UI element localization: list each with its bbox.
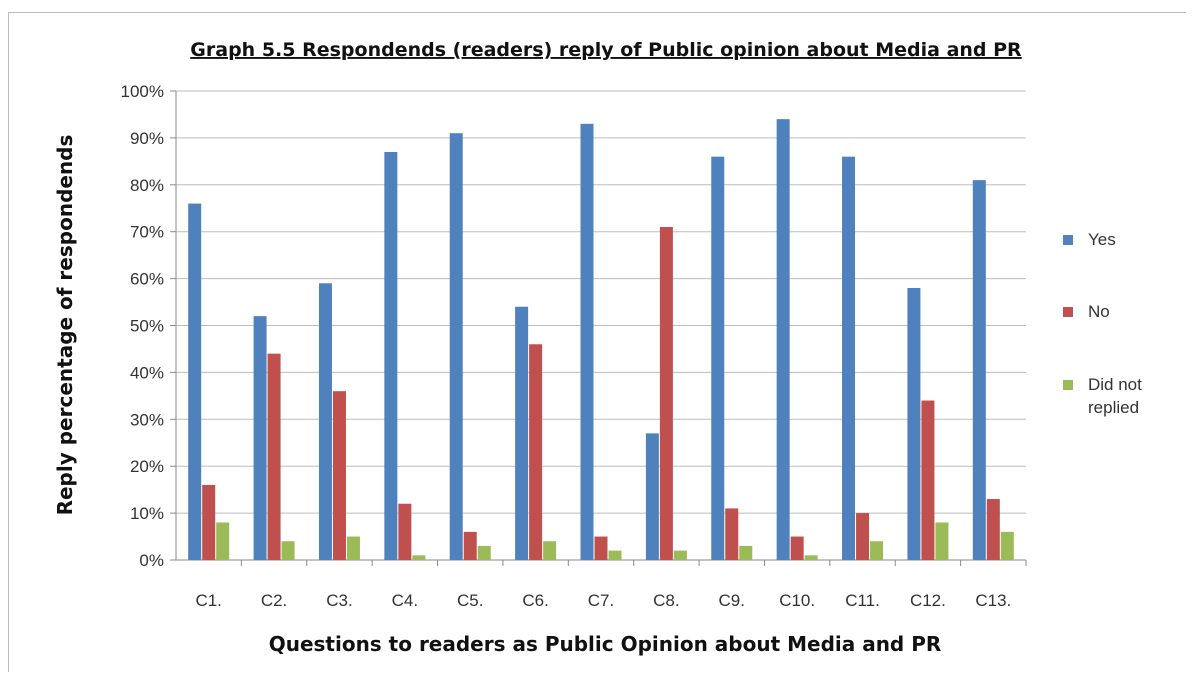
y-tick-label: 20%: [130, 457, 164, 476]
legend-label-line: Did not: [1088, 375, 1142, 394]
bar-no: [267, 353, 281, 560]
bar-did-not-replied: [673, 550, 687, 560]
x-tick-label: C1.: [195, 591, 221, 610]
x-tick-label: C8.: [653, 591, 679, 610]
bar-no: [332, 391, 346, 560]
x-tick-label: C12.: [910, 591, 946, 610]
x-tick-label: C6.: [522, 591, 548, 610]
legend-label: No: [1088, 302, 1110, 321]
gridlines: [170, 90, 1027, 566]
bar-yes: [318, 283, 332, 560]
legend-label-line: No: [1088, 302, 1110, 321]
bar-yes: [515, 306, 529, 560]
bar-yes: [907, 287, 921, 560]
bar-did-not-replied: [870, 541, 884, 560]
x-axis-label: Questions to readers as Public Opinion a…: [269, 632, 942, 656]
bar-did-not-replied: [935, 522, 949, 560]
y-tick-label: 100%: [121, 82, 164, 101]
legend-label: Yes: [1088, 230, 1116, 249]
y-tick-label: 30%: [130, 410, 164, 429]
legend-swatch: [1063, 307, 1073, 317]
bar-no: [398, 503, 412, 560]
y-axis-ticks: 0% 10% 20% 30% 40% 50% 60% 70% 80% 90% 100%: [121, 82, 164, 570]
y-tick-label: 60%: [130, 270, 164, 289]
bar-did-not-replied: [477, 545, 491, 560]
legend-swatch: [1063, 235, 1073, 245]
bar-yes: [580, 123, 594, 560]
legend: Yes No Did not replied: [1063, 230, 1142, 417]
bar-no: [986, 499, 1000, 560]
y-tick-label: 80%: [130, 176, 164, 195]
bar-yes: [188, 203, 202, 560]
bar-yes: [776, 119, 790, 560]
chart-frame: [8, 12, 1186, 672]
bar-did-not-replied: [739, 545, 753, 560]
bar-no: [790, 536, 804, 560]
bar-yes: [384, 151, 398, 560]
bar-did-not-replied: [412, 555, 426, 560]
x-tick-label: C3.: [326, 591, 352, 610]
bar-no: [659, 227, 673, 560]
bar-did-not-replied: [804, 555, 818, 560]
chart-title: Graph 5.5 Respondends (readers) reply of…: [190, 39, 1022, 61]
x-tick-label: C7.: [588, 591, 614, 610]
y-tick-label: 0%: [139, 551, 164, 570]
x-tick-label: C10.: [779, 591, 815, 610]
legend-label-line: replied: [1088, 398, 1139, 417]
bar-no: [856, 513, 870, 560]
y-tick-label: 90%: [130, 129, 164, 148]
bar-did-not-replied: [543, 541, 557, 560]
x-tick-label: C11.: [845, 591, 880, 610]
legend-label-line: Yes: [1088, 230, 1116, 249]
bar-no: [202, 484, 216, 560]
bar-no: [594, 536, 608, 560]
bar-did-not-replied: [281, 541, 295, 560]
y-tick-label: 10%: [130, 504, 164, 523]
bar-no: [725, 508, 739, 560]
bar-did-not-replied: [608, 550, 622, 560]
bar-no: [921, 400, 935, 560]
x-tick-label: C5.: [457, 591, 483, 610]
bar-did-not-replied: [1000, 531, 1014, 560]
y-tick-label: 70%: [130, 223, 164, 242]
legend-label: Did not replied: [1088, 375, 1142, 417]
bar-did-not-replied: [216, 522, 230, 560]
bar-no: [463, 531, 477, 560]
x-tick-label: C2.: [261, 591, 287, 610]
legend-swatch: [1063, 380, 1073, 390]
bar-no: [529, 344, 543, 560]
bar-did-not-replied: [346, 536, 360, 560]
bar-yes: [449, 133, 463, 560]
bar-yes: [711, 156, 725, 560]
x-axis-ticks: C1. C2. C3. C4. C5. C6. C7. C8. C9. C10. C11. C12. C…: [195, 591, 1011, 610]
x-tick-label: C4.: [392, 591, 418, 610]
x-tick-label: C9.: [719, 591, 745, 610]
y-tick-label: 40%: [130, 363, 164, 382]
bar-yes: [972, 180, 986, 561]
y-axis-label: Reply percentage of respondends: [53, 135, 77, 516]
y-tick-label: 50%: [130, 317, 164, 336]
bars: [188, 119, 1014, 561]
bar-yes: [842, 156, 856, 560]
bar-yes: [253, 316, 267, 560]
x-tick-label: C13.: [975, 591, 1011, 610]
bar-yes: [645, 433, 659, 560]
